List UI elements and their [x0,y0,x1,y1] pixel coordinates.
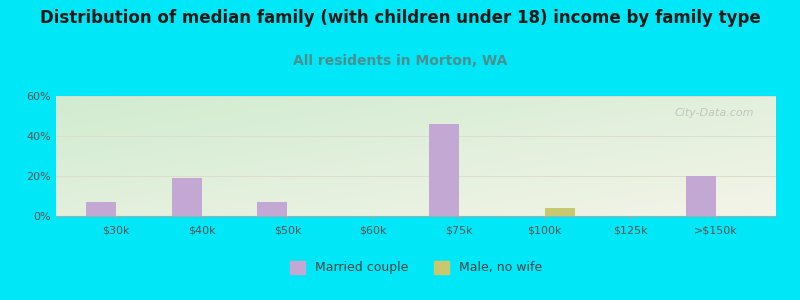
Bar [258,202,287,216]
Bar [545,208,574,216]
Bar [429,124,459,216]
Text: Distribution of median family (with children under 18) income by family type: Distribution of median family (with chil… [40,9,760,27]
Legend: Married couple, Male, no wife: Married couple, Male, no wife [285,256,547,279]
Bar [686,176,716,216]
Text: City-Data.com: City-Data.com [675,108,754,118]
Text: All residents in Morton, WA: All residents in Morton, WA [293,54,507,68]
Bar [86,202,116,216]
Bar [172,178,202,216]
